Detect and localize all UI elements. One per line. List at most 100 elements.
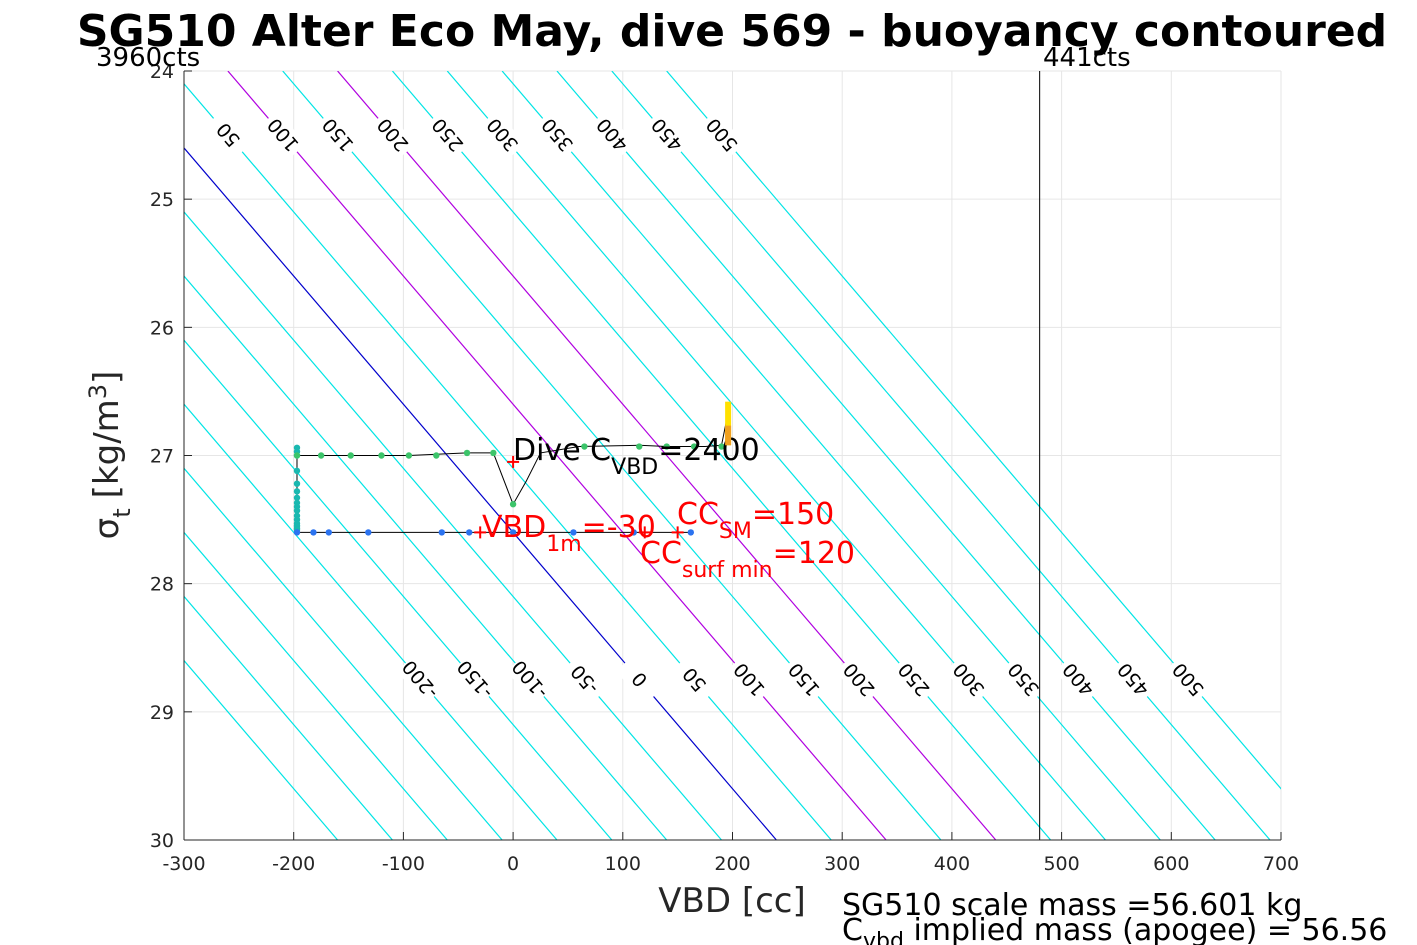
grid xyxy=(183,70,1282,841)
contour-label-bg xyxy=(478,110,526,160)
contour-line xyxy=(556,71,1216,840)
contour-line xyxy=(184,339,613,840)
profile-point xyxy=(630,529,637,536)
contour-line xyxy=(227,71,887,840)
y-tick-label: 26 xyxy=(150,317,174,339)
contour-line xyxy=(184,403,558,840)
profile-point xyxy=(718,443,725,450)
y-axis-label: σt[kg/m3] xyxy=(84,371,136,540)
profile-point xyxy=(636,443,643,450)
profile-point xyxy=(490,449,497,457)
profile-point xyxy=(509,501,517,508)
profile-point xyxy=(317,452,325,459)
contour-label-bg xyxy=(835,655,883,705)
contour-label-bg xyxy=(369,110,416,160)
profile-point xyxy=(378,452,385,459)
contour-label-bg xyxy=(259,110,307,160)
profile-point xyxy=(293,467,301,475)
x-tick-label: -300 xyxy=(162,853,205,875)
y-tick-label: 27 xyxy=(150,446,174,468)
contour-label-bg xyxy=(615,655,663,705)
contour-label-bg xyxy=(506,655,553,705)
contour-label-bg xyxy=(890,655,937,705)
profile-point xyxy=(438,529,445,536)
x-tick-label: -200 xyxy=(272,853,315,875)
contour-label-bg xyxy=(698,110,745,160)
contour-line xyxy=(184,659,339,840)
contour-label-bg xyxy=(314,110,362,160)
profile-point xyxy=(466,529,473,536)
y-tick-label: 25 xyxy=(150,189,174,211)
profile-point xyxy=(690,443,698,450)
axis-ticks: -300 -200 -100 0 100 200 300 400 500 600 700 24 25 26… xyxy=(150,61,1299,875)
profile-point xyxy=(509,529,517,536)
profile-point xyxy=(687,529,695,536)
profile-point xyxy=(663,443,670,450)
profile-point xyxy=(365,529,372,536)
contour-line xyxy=(184,595,393,840)
contour-label-bg xyxy=(560,655,608,705)
contour-line xyxy=(501,71,1161,840)
profile-point xyxy=(293,480,301,487)
x-tick-label: 100 xyxy=(605,853,641,875)
contour-line xyxy=(184,467,503,840)
min-counts-label: 3960cts xyxy=(96,43,200,73)
scale-mass-text: SG510 scale mass =56.601 kg xyxy=(842,888,1302,923)
x-axis-label: VBD [cc] xyxy=(658,881,806,921)
dive-cvbd-annotation: Dive CVBD=2400 xyxy=(513,433,760,480)
implied-mass-text: Cvbd implied mass (apogee) = 56.56 xyxy=(842,913,1387,945)
profile-point xyxy=(433,452,440,459)
contour-line xyxy=(666,71,1281,790)
profile-points xyxy=(293,443,725,536)
contour-label-bg xyxy=(670,655,718,705)
contour-line xyxy=(184,146,777,840)
contour-label-bg xyxy=(533,110,581,160)
surface-bar xyxy=(725,401,732,446)
contour-line xyxy=(282,71,942,840)
x-tick-label: 300 xyxy=(824,853,860,875)
surface-bar-base xyxy=(725,425,732,446)
contour-line xyxy=(337,71,997,840)
profile-point xyxy=(293,507,301,514)
contour-label-bg xyxy=(396,655,444,705)
vbd-1m-annotation: VBD1m=-30 xyxy=(482,510,656,557)
contour-line xyxy=(611,71,1271,840)
contour-label-bg xyxy=(1054,655,1102,705)
x-tick-label: 700 xyxy=(1263,853,1299,875)
chart-title: SG510 Alter Eco May, dive 569 - buoyancy… xyxy=(77,6,1387,57)
contour-line xyxy=(184,531,448,840)
x-tick-label: 0 xyxy=(507,853,519,875)
profile-point xyxy=(293,452,301,459)
contour-label-bg xyxy=(1109,655,1157,705)
contour-label-bg xyxy=(944,655,992,705)
contour-line xyxy=(184,82,832,840)
profile-point xyxy=(293,494,301,501)
y-tick-label: 30 xyxy=(150,830,174,852)
contour-label-bg xyxy=(423,110,471,160)
profile-point xyxy=(325,529,333,536)
profile-point xyxy=(570,529,577,536)
contour-line xyxy=(446,71,1106,840)
profile-point xyxy=(293,488,301,495)
contour-label-bg xyxy=(780,655,828,705)
y-tick-label: 28 xyxy=(150,574,174,596)
contour-label-bg xyxy=(1164,655,1212,705)
profile-point xyxy=(463,449,471,457)
contour-label-bg xyxy=(725,655,773,705)
profile-point xyxy=(405,452,413,459)
x-tick-label: 200 xyxy=(714,853,750,875)
contour-label-bg xyxy=(204,110,252,160)
profile-point xyxy=(293,529,301,536)
contour-line xyxy=(391,71,1052,840)
x-tick-label: 400 xyxy=(934,853,970,875)
contour-lines xyxy=(184,71,1281,840)
cc-surf-min-annotation: CCsurf min=120 xyxy=(640,536,855,583)
y-tick-label: 24 xyxy=(150,61,174,83)
x-tick-label: 500 xyxy=(1043,853,1079,875)
contour-label-bg xyxy=(451,655,499,705)
cc-sm-annotation: CCSM=150 xyxy=(677,497,834,544)
contour-label-bg xyxy=(588,110,636,160)
vbd-markers xyxy=(474,455,684,539)
contour-label-bg xyxy=(643,110,691,160)
